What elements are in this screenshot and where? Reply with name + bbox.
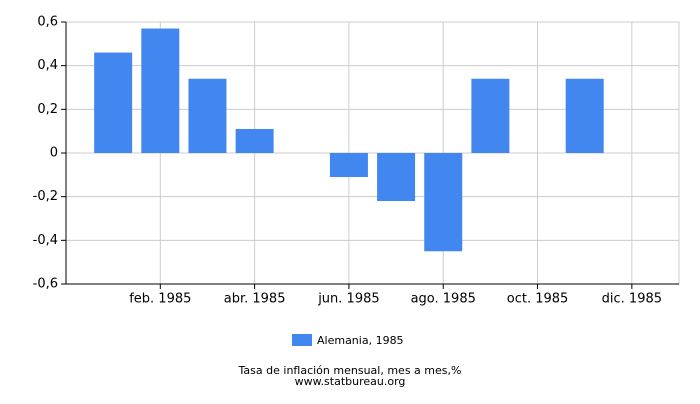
x-tick-label: feb. 1985 [129, 292, 191, 307]
y-tick-label: -0,4 [33, 233, 58, 248]
bar [377, 153, 416, 202]
x-tick-label: jun. 1985 [317, 292, 379, 307]
bar [235, 128, 274, 153]
y-tick-label: 0,4 [37, 58, 58, 73]
y-tick-label: -0,2 [33, 189, 58, 204]
legend-label: Alemania, 1985 [317, 334, 404, 347]
x-tick-label: abr. 1985 [224, 292, 286, 307]
y-tick-label: 0 [50, 146, 58, 161]
caption: Tasa de inflación mensual, mes a mes,% [238, 364, 462, 377]
bar [141, 28, 180, 153]
bar [329, 153, 368, 178]
bar [188, 78, 227, 153]
source: www.statbureau.org [295, 375, 406, 388]
y-tick-label: 0,6 [37, 15, 58, 30]
y-tick-label: -0,6 [33, 277, 58, 292]
x-tick-label: oct. 1985 [507, 292, 569, 307]
legend-swatch [292, 334, 312, 346]
x-tick-label: dic. 1985 [602, 292, 662, 307]
bar [424, 153, 463, 252]
bar [471, 78, 510, 153]
y-tick-label: 0,2 [37, 102, 58, 117]
bar [94, 52, 133, 153]
x-tick-label: ago. 1985 [411, 292, 476, 307]
bar [565, 78, 604, 153]
